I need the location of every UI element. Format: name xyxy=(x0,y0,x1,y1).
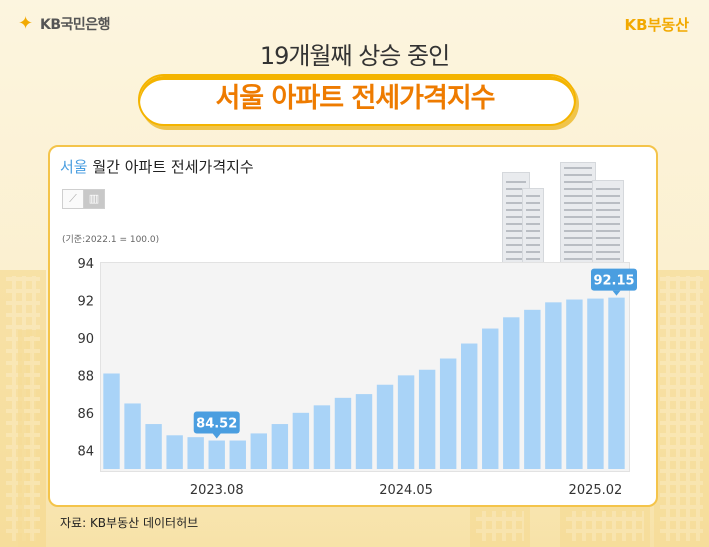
bar xyxy=(566,299,583,469)
y-tick-label: 92 xyxy=(77,294,94,309)
bar xyxy=(313,405,331,469)
bar-chart-icon[interactable]: ▥ xyxy=(83,189,105,209)
background-building xyxy=(560,505,650,547)
bar xyxy=(145,424,162,469)
chart-basis: (기준:2022.1 = 100.0) xyxy=(62,235,160,245)
y-tick-label: 94 xyxy=(77,257,94,272)
card-title-city: 서울 xyxy=(60,158,88,176)
data-label-pointer xyxy=(612,290,621,296)
source-note: 자료: KB부동산 데이터허브 xyxy=(60,516,199,530)
x-tick-label: 2023.08 xyxy=(190,483,244,498)
background-building xyxy=(654,270,709,547)
bar xyxy=(355,394,373,469)
bar xyxy=(208,440,225,469)
data-label-box xyxy=(591,268,637,291)
bar xyxy=(460,343,478,469)
bar xyxy=(397,375,415,469)
bar xyxy=(482,328,499,469)
x-tick-label: 2024.05 xyxy=(379,483,433,498)
y-tick-label: 86 xyxy=(77,407,94,422)
bar xyxy=(187,437,204,469)
bar xyxy=(271,424,289,469)
bar xyxy=(503,317,520,469)
bar xyxy=(124,403,141,469)
bar xyxy=(524,309,541,469)
bar xyxy=(418,369,436,469)
kb-realestate-logo: KB부동산 xyxy=(624,16,689,34)
data-label-pointer xyxy=(212,433,221,439)
kb-bank-name: KB국민은행 xyxy=(40,17,111,33)
headline-sub: 19개월째 상승 중인 xyxy=(259,42,450,70)
bar xyxy=(545,302,562,469)
bar xyxy=(103,373,120,469)
headline-pill xyxy=(138,74,576,126)
bar xyxy=(250,433,268,469)
card-title: 서울 월간 아파트 전세가격지수 xyxy=(60,156,254,177)
data-label: 84.52 xyxy=(196,417,237,432)
x-tick-label: 2025.02 xyxy=(569,483,623,498)
kb-bank-logo: ✦ KB국민은행 xyxy=(18,13,111,34)
data-label-box xyxy=(193,411,240,434)
bar xyxy=(292,412,310,469)
y-tick-label: 90 xyxy=(77,332,94,347)
apartment-tower xyxy=(560,162,596,270)
headline-main: 서울 아파트 전세가격지수 xyxy=(215,83,495,114)
background-building xyxy=(470,505,530,547)
bar xyxy=(608,297,625,469)
kb-star-icon: ✦ xyxy=(18,13,34,34)
card-title-rest: 월간 아파트 전세가격지수 xyxy=(87,158,254,176)
bar xyxy=(229,440,246,469)
bar xyxy=(439,358,457,469)
background-building xyxy=(18,330,46,547)
bar xyxy=(376,384,394,469)
data-label: 92.15 xyxy=(593,274,634,289)
bar xyxy=(166,435,183,469)
bar xyxy=(587,298,604,469)
y-tick-label: 84 xyxy=(77,444,94,459)
y-tick-label: 88 xyxy=(77,369,94,384)
bar xyxy=(334,397,352,469)
